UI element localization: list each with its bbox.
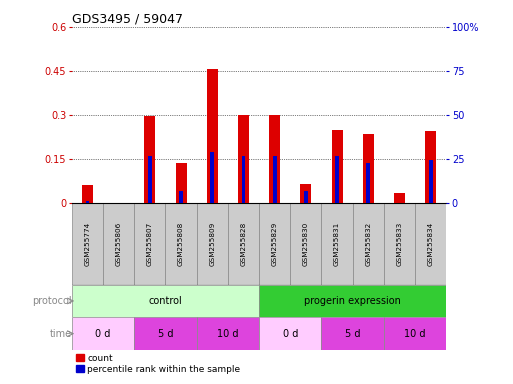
Text: GSM255774: GSM255774 — [85, 222, 90, 266]
Bar — [148, 156, 152, 203]
Text: GSM255834: GSM255834 — [428, 222, 433, 266]
Text: GSM255831: GSM255831 — [334, 222, 340, 266]
Text: GSM255829: GSM255829 — [272, 222, 278, 266]
Bar — [384, 317, 446, 350]
Bar — [72, 317, 134, 350]
Text: GSM255828: GSM255828 — [241, 222, 246, 266]
Bar — [322, 317, 384, 350]
Text: 5 d: 5 d — [345, 329, 361, 339]
Bar — [366, 163, 370, 203]
Bar — [259, 317, 322, 350]
Text: GSM255809: GSM255809 — [209, 222, 215, 266]
Text: 0 d: 0 d — [95, 329, 111, 339]
Bar — [363, 134, 374, 203]
Bar — [335, 156, 339, 203]
Text: 10 d: 10 d — [217, 329, 239, 339]
Bar — [196, 317, 259, 350]
Bar — [82, 185, 93, 203]
Bar — [238, 115, 249, 203]
Text: time: time — [50, 329, 72, 339]
Bar — [331, 129, 343, 203]
Text: GDS3495 / 59047: GDS3495 / 59047 — [72, 13, 183, 26]
Bar — [273, 156, 277, 203]
Text: 5 d: 5 d — [157, 329, 173, 339]
Bar — [290, 203, 322, 285]
Bar — [72, 203, 103, 285]
Text: control: control — [149, 296, 182, 306]
Bar — [165, 203, 196, 285]
Bar — [210, 152, 214, 203]
Bar — [196, 203, 228, 285]
Text: GSM255808: GSM255808 — [178, 222, 184, 266]
Bar — [259, 285, 446, 317]
Text: 10 d: 10 d — [404, 329, 426, 339]
Text: 0 d: 0 d — [283, 329, 298, 339]
Bar — [134, 317, 196, 350]
Bar — [301, 184, 311, 203]
Bar — [415, 203, 446, 285]
Bar — [425, 131, 436, 203]
Text: GSM255833: GSM255833 — [397, 222, 403, 266]
Bar — [394, 193, 405, 203]
Text: GSM255832: GSM255832 — [365, 222, 371, 266]
Bar — [384, 203, 415, 285]
Bar — [259, 203, 290, 285]
Bar — [429, 161, 432, 203]
Bar — [175, 163, 187, 203]
Bar — [228, 203, 259, 285]
Bar — [353, 203, 384, 285]
Bar — [242, 156, 245, 203]
Bar — [86, 202, 89, 203]
Bar — [134, 203, 165, 285]
Bar — [103, 203, 134, 285]
Bar — [144, 116, 155, 203]
Legend: count, percentile rank within the sample: count, percentile rank within the sample — [76, 354, 240, 374]
Text: progerin expression: progerin expression — [304, 296, 401, 306]
Text: protocol: protocol — [32, 296, 72, 306]
Bar — [179, 191, 183, 203]
Bar — [322, 203, 353, 285]
Bar — [207, 70, 218, 203]
Text: GSM255806: GSM255806 — [115, 222, 122, 266]
Text: GSM255807: GSM255807 — [147, 222, 153, 266]
Text: GSM255830: GSM255830 — [303, 222, 309, 266]
Bar — [72, 285, 259, 317]
Bar — [269, 115, 280, 203]
Bar — [304, 191, 308, 203]
